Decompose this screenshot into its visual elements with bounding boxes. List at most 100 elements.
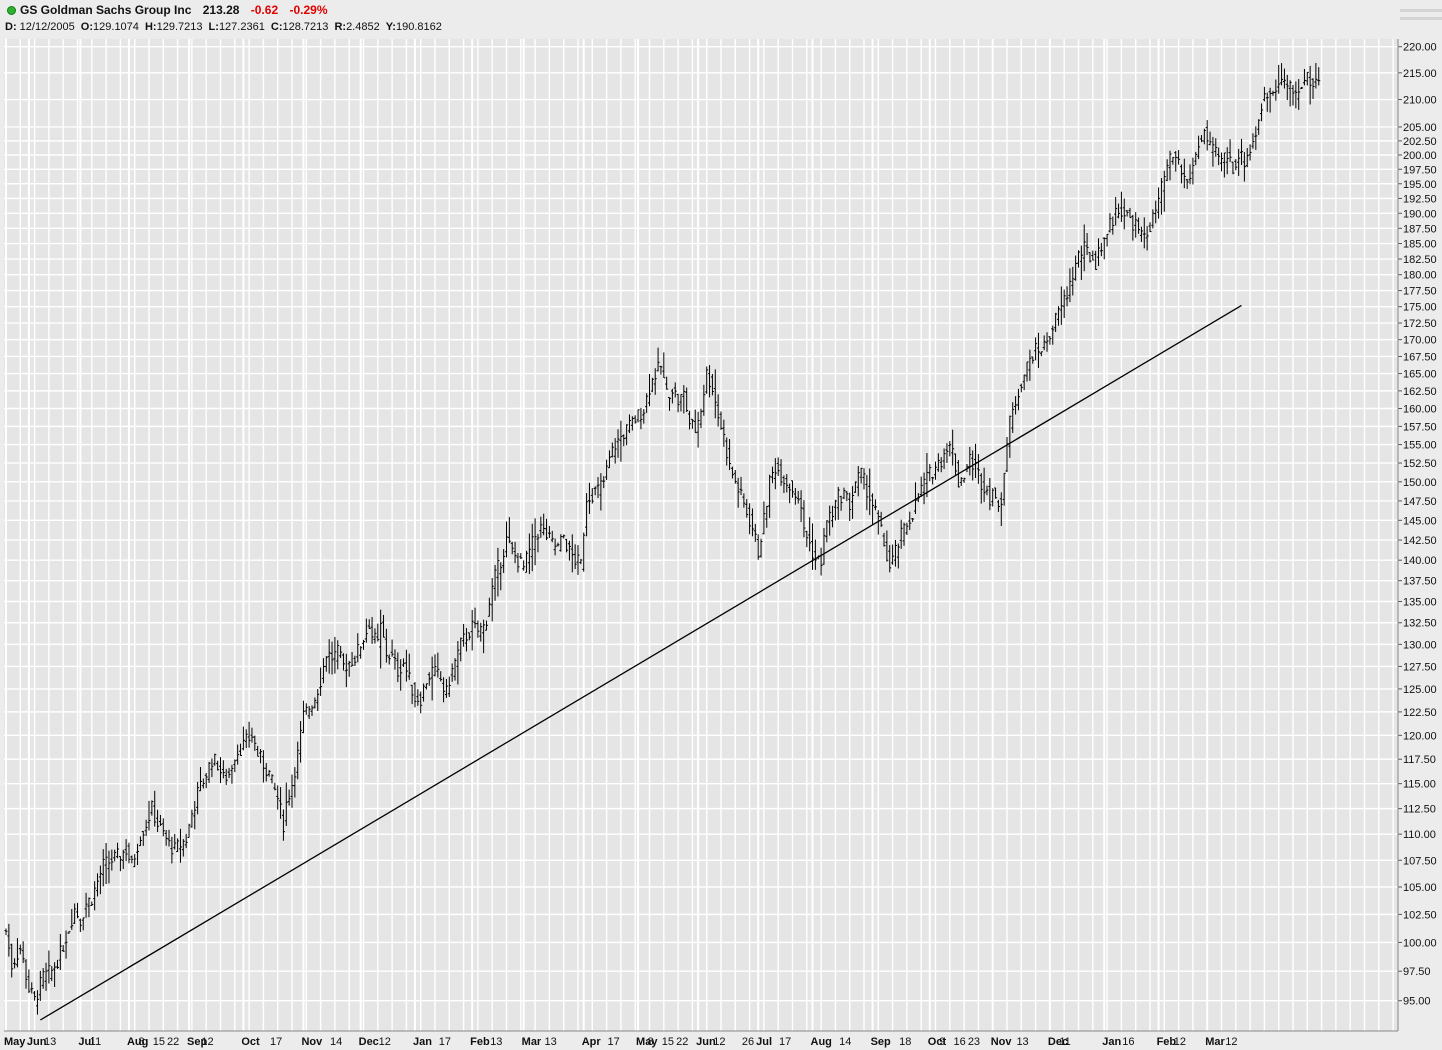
ohlc-bar — [650, 377, 654, 393]
ohlc-bar — [1105, 233, 1109, 247]
ohlc-bar — [765, 505, 769, 528]
x-axis-label: Aug — [127, 1036, 148, 1048]
y-tick-label: 122.50 — [1403, 707, 1437, 719]
ohlc-bar — [576, 545, 580, 575]
ohlc-bar — [290, 774, 294, 808]
ohlc-bar — [1071, 266, 1075, 296]
ohlc-bar — [925, 452, 929, 498]
ohlc-bar — [962, 477, 966, 483]
x-axis-label: 22 — [167, 1036, 179, 1048]
ohlc-bar — [204, 772, 208, 789]
x-axis-label: 8 — [138, 1036, 144, 1048]
ohlc-bar — [273, 782, 277, 791]
ohlc-bar — [13, 958, 17, 969]
ohlc-bar — [756, 534, 760, 560]
ohlc-bar — [73, 903, 77, 924]
ohlc-bar — [1257, 119, 1261, 135]
last-price: 213.28 — [202, 3, 240, 17]
ohlc-bar — [1079, 245, 1083, 280]
ohlc-bar — [802, 500, 806, 538]
ohlc-bar — [665, 376, 669, 390]
ohlc-bar — [856, 466, 860, 497]
ohlc-bar — [187, 823, 191, 839]
ohlc-bar — [1045, 332, 1049, 352]
window-grip-icon[interactable] — [1400, 4, 1442, 30]
ohlc-bar — [78, 918, 82, 933]
y-tick-label: 130.00 — [1403, 639, 1437, 651]
ohlc-bar — [456, 641, 460, 685]
ohlc-bar — [550, 530, 554, 543]
ohlc-bar — [1162, 170, 1166, 212]
ohlc-bar — [739, 476, 743, 496]
ohlc-bar — [670, 388, 674, 404]
ohlc-bar — [1142, 217, 1146, 249]
ohlc-bar — [1294, 81, 1298, 109]
ohlc-bar — [530, 523, 534, 572]
ohlc-bar — [396, 652, 400, 683]
ohlc-bar — [851, 486, 855, 519]
x-axis-label: Dec — [359, 1036, 379, 1048]
ohlc-bar — [284, 782, 288, 826]
x-axis-label: Jan — [413, 1036, 432, 1048]
x-axis-label: 17 — [270, 1036, 282, 1048]
ohlc-bar — [153, 790, 157, 827]
ohlc-bar — [1062, 289, 1066, 318]
ohlc-bar — [928, 464, 932, 482]
ohlc-bar — [1228, 139, 1232, 163]
ohlc-bar — [1102, 237, 1106, 260]
ohlc-bar — [622, 434, 626, 447]
ohlc-bar — [41, 968, 45, 989]
ohlc-bar — [333, 636, 337, 674]
ohlc-bar — [324, 656, 328, 672]
trend-line — [39, 304, 1242, 1021]
x-axis-label: 8 — [648, 1036, 654, 1048]
ohlc-bar — [1039, 351, 1043, 357]
ohlc-bar — [865, 475, 869, 511]
ohlc-bar — [321, 658, 325, 684]
ohlc-bar — [296, 741, 300, 780]
ohlc-bar — [433, 654, 437, 677]
ohlc-bar — [533, 518, 537, 566]
x-axis-label: Sep — [871, 1036, 891, 1048]
ohlc-bar — [193, 801, 197, 830]
x-axis-label: 26 — [742, 1036, 754, 1048]
ohlc-bar — [939, 457, 943, 473]
ohlc-bar — [559, 534, 563, 552]
ohlc-bar — [84, 892, 88, 918]
ohlc-bar — [370, 616, 374, 644]
ohlc-bar — [10, 943, 14, 978]
ohlc-bar — [845, 491, 849, 502]
ohlc-bar — [565, 538, 569, 553]
y-tick-label: 185.00 — [1403, 239, 1437, 251]
ohlc-bar — [1300, 86, 1304, 90]
ohlc-bar — [470, 609, 474, 651]
ohlc-bar — [793, 487, 797, 505]
ohlc-bar — [522, 560, 526, 571]
ohlc-bar — [525, 550, 529, 573]
ohlc-bar — [1114, 196, 1118, 226]
y-tick-label: 102.50 — [1403, 909, 1437, 921]
ohlc-bar — [224, 768, 228, 785]
ohlc-bar — [656, 347, 660, 372]
ohlc-bar — [919, 476, 923, 497]
ohlc-bar — [1025, 361, 1029, 382]
price-chart[interactable]: 95.00 97.50 100.00 102.50 105.00 107.50 110.00… — [0, 37, 1442, 1050]
ohlc-bar — [1174, 151, 1178, 172]
ohlc-bar — [1145, 226, 1149, 251]
ohlc-bar — [1048, 336, 1052, 345]
ohlc-bar — [1282, 68, 1286, 89]
ohlc-bar — [133, 854, 137, 868]
ohlc-bar — [1128, 207, 1132, 219]
x-axis-label: 15 — [153, 1036, 165, 1048]
ohlc-bar — [585, 493, 589, 537]
ohlc-bar — [770, 466, 774, 484]
ohlc-bar — [959, 477, 963, 486]
ohlc-bar — [610, 442, 614, 458]
ohlc-bar — [553, 538, 557, 556]
ohlc-bar — [93, 881, 97, 911]
ohlc-bar — [230, 764, 234, 784]
ohlc-bar — [699, 408, 703, 429]
ohlc-bar — [868, 468, 872, 516]
quote-title-row: GS Goldman Sachs Group Inc 213.28 -0.62 … — [20, 3, 328, 17]
ohlc-bar — [453, 658, 457, 681]
